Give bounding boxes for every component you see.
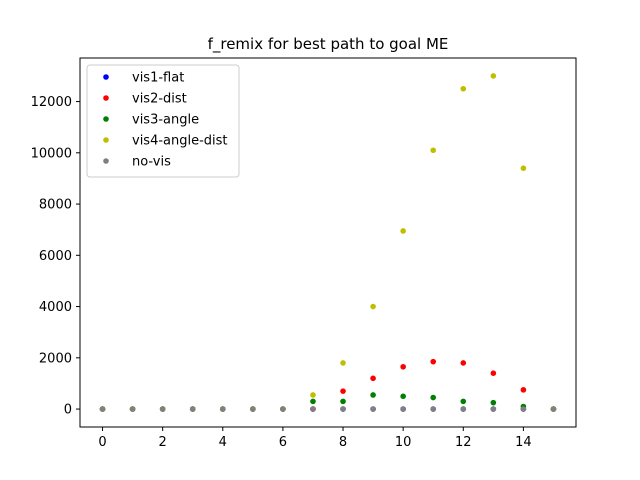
legend-marker <box>103 74 109 80</box>
legend-marker <box>103 137 109 143</box>
series-no-vis <box>99 406 557 412</box>
legend-label: vis4-angle-dist <box>132 134 228 149</box>
y-tick-label: 2000 <box>39 351 72 366</box>
data-point <box>520 387 527 393</box>
data-point <box>340 388 346 394</box>
legend-marker <box>103 116 109 122</box>
data-point <box>99 406 106 412</box>
data-point <box>430 358 437 365</box>
data-point <box>400 393 406 400</box>
x-tick-label: 14 <box>515 435 532 450</box>
chart-title: f_remix for best path to goal ME <box>208 35 449 54</box>
x-tick-label: 8 <box>339 435 347 450</box>
y-tick-label: 12000 <box>31 95 72 110</box>
data-point <box>340 360 346 366</box>
data-point <box>310 398 316 405</box>
data-point <box>460 398 467 405</box>
series-vis3-angle <box>99 392 557 412</box>
data-point <box>400 406 406 412</box>
data-point <box>400 228 406 234</box>
data-point <box>370 375 376 382</box>
y-axis: 0 2000 4000 6000 8000 10000 12000 <box>31 95 80 418</box>
data-point <box>400 363 406 370</box>
x-tick-label: 0 <box>98 435 106 450</box>
data-point <box>490 73 497 79</box>
data-point <box>340 406 346 412</box>
x-tick-label: 10 <box>395 435 412 450</box>
data-point <box>520 165 527 171</box>
data-point <box>430 406 437 412</box>
legend-label: vis1-flat <box>132 71 184 86</box>
data-point <box>430 147 437 154</box>
y-tick-label: 6000 <box>39 249 72 264</box>
data-point <box>370 392 376 398</box>
legend-box <box>86 64 240 178</box>
data-point <box>340 398 346 405</box>
x-tick-label: 4 <box>219 435 227 450</box>
legend-label: vis3-angle <box>132 113 199 128</box>
data-point <box>490 399 497 406</box>
data-point <box>310 406 316 412</box>
legend: vis1-flat vis2-dist vis3-angle vis4-angle-d… <box>86 64 240 178</box>
y-tick-label: 10000 <box>31 146 72 161</box>
data-point <box>159 406 166 412</box>
data-point <box>280 406 286 412</box>
legend-marker <box>103 95 109 101</box>
data-point <box>460 406 467 412</box>
data-point <box>310 392 316 398</box>
data-point <box>460 85 467 92</box>
x-tick-label: 6 <box>279 435 287 450</box>
data-point <box>129 406 136 412</box>
legend-marker <box>103 158 109 164</box>
data-point <box>550 406 557 412</box>
data-point <box>490 406 497 412</box>
data-point <box>460 360 467 366</box>
data-point <box>370 303 376 310</box>
y-tick-label: 4000 <box>39 300 72 315</box>
legend-label: vis2-dist <box>132 92 187 107</box>
x-tick-label: 12 <box>455 435 472 450</box>
legend-label: no-vis <box>132 155 171 170</box>
data-point <box>189 406 196 412</box>
series-vis1-flat <box>99 406 557 412</box>
plot-area <box>79 57 577 428</box>
data-point <box>250 406 256 412</box>
x-tick-label: 2 <box>159 435 167 450</box>
data-point <box>490 370 497 376</box>
series-vis2-dist <box>99 358 557 412</box>
data-point <box>219 406 226 412</box>
data-point <box>520 406 527 412</box>
data-point <box>370 406 376 412</box>
y-tick-label: 8000 <box>39 198 72 213</box>
y-tick-label: 0 <box>64 403 72 418</box>
plot-frame <box>79 57 577 428</box>
x-axis: 0 2 4 6 8 10 12 14 <box>98 427 532 450</box>
data-point <box>430 394 437 401</box>
